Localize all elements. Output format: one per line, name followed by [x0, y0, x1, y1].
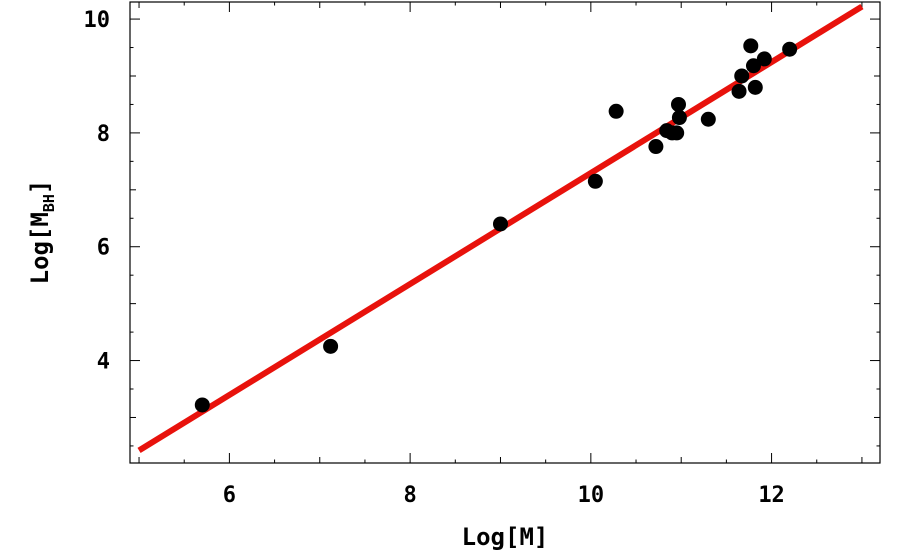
- data-point: [587, 173, 603, 189]
- axis-ticks: [130, 2, 880, 463]
- tick-labels: 6 8 10 12 4 6 8 10: [84, 8, 785, 508]
- data-point: [743, 38, 759, 54]
- data-point: [608, 103, 624, 119]
- data-point: [492, 216, 508, 232]
- data-point: [670, 96, 686, 112]
- data-point: [745, 58, 761, 74]
- y-tick-label: 10: [84, 8, 111, 33]
- x-tick-label: 12: [758, 483, 785, 508]
- data-point: [734, 68, 750, 84]
- y-tick-label: 6: [97, 236, 110, 261]
- data-point: [323, 338, 339, 354]
- data-point: [700, 111, 716, 127]
- data-point: [648, 139, 664, 155]
- y-axis-title-close: ]: [26, 180, 54, 194]
- y-axis-title-main: Log[M: [26, 212, 54, 284]
- y-axis-title-subscript: BH: [40, 194, 58, 212]
- x-tick-label: 10: [578, 483, 605, 508]
- data-point: [669, 125, 685, 141]
- y-tick-label: 8: [97, 122, 110, 147]
- data-points: [194, 38, 798, 413]
- x-axis-title: Log[M]: [462, 523, 549, 551]
- data-point: [731, 83, 747, 99]
- x-tick-label: 6: [223, 483, 236, 508]
- plot-frame: [129, 1, 881, 464]
- data-point: [671, 110, 687, 126]
- y-tick-label: 4: [97, 350, 110, 375]
- data-point: [194, 397, 210, 413]
- y-axis-title: Log[MBH]: [26, 180, 58, 285]
- data-point: [756, 51, 772, 67]
- data-point: [747, 79, 763, 95]
- x-tick-label: 8: [403, 483, 416, 508]
- data-point: [782, 41, 798, 57]
